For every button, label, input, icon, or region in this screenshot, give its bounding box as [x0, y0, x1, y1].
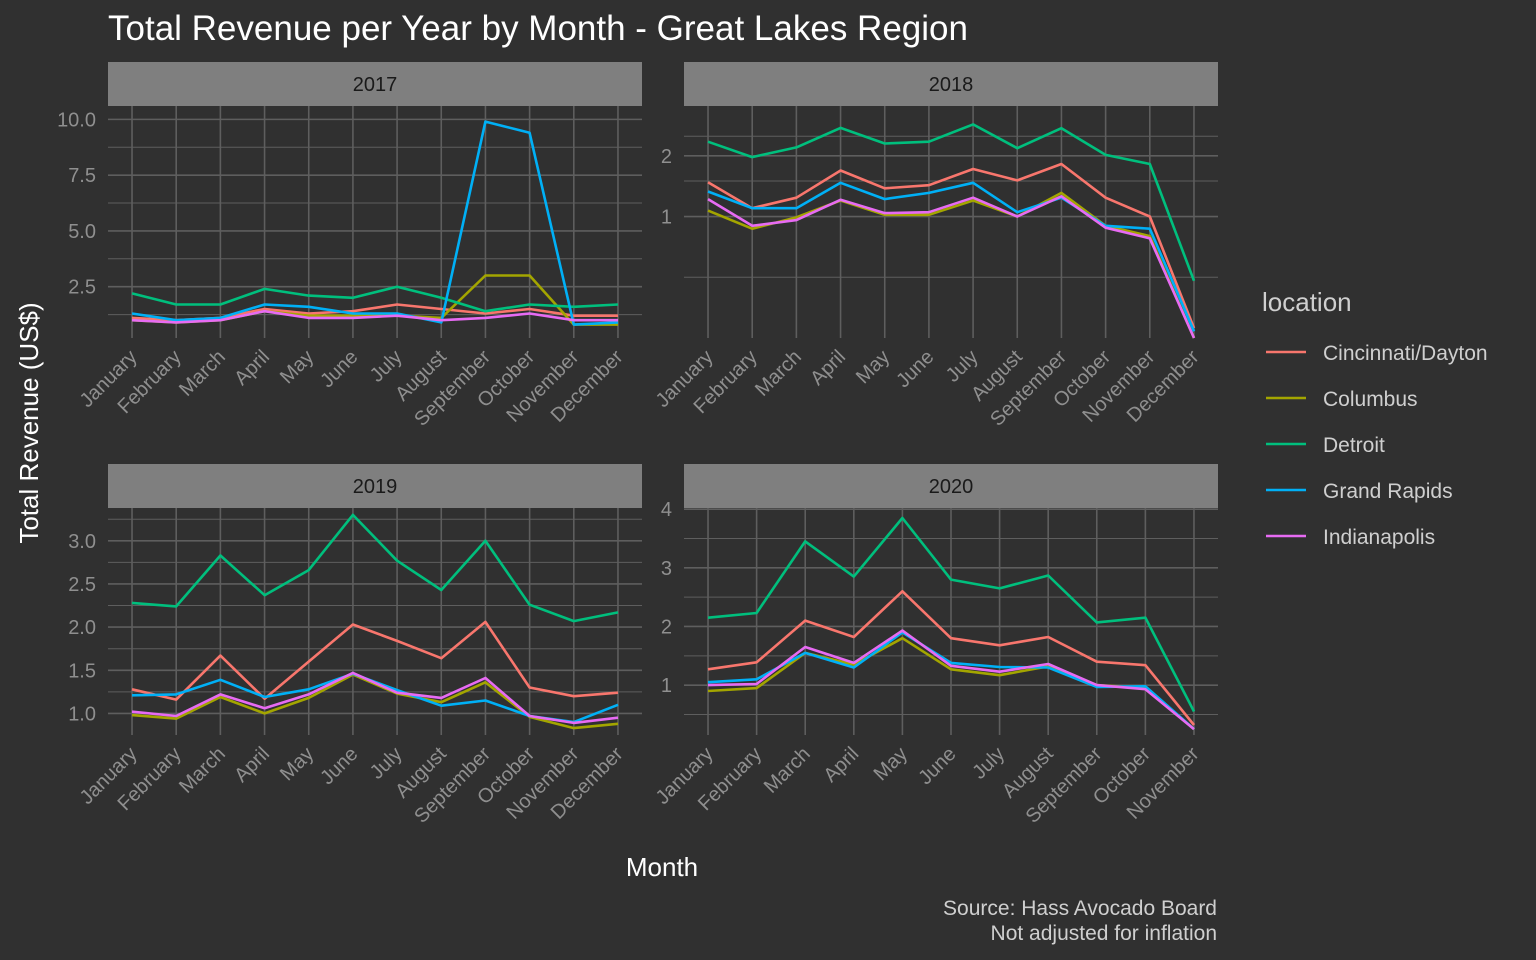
- y-tick-label: 5.0: [68, 221, 96, 243]
- y-tick-label: 2.0: [68, 617, 96, 639]
- y-tick-label: 4: [661, 499, 672, 521]
- y-tick-label: 10.0: [57, 109, 96, 131]
- series-line-grand-rapids: [707, 181, 1196, 332]
- y-tick-label: 2: [661, 616, 672, 638]
- caption-source: Source: Hass Avocado Board: [943, 897, 1217, 920]
- legend-title: location: [1262, 287, 1352, 317]
- facet-label: 2019: [353, 476, 398, 498]
- x-tick-label: April: [806, 346, 850, 390]
- legend-entry-label: Indianapolis: [1323, 526, 1435, 549]
- series-line-detroit: [131, 513, 619, 623]
- x-tick-label: April: [819, 743, 863, 787]
- x-tick-label: March: [760, 743, 815, 798]
- y-axis-label: Total Revenue (US$): [14, 302, 44, 543]
- x-tick-label: March: [175, 743, 230, 798]
- y-tick-label: 1.5: [68, 660, 96, 682]
- series-line-indianapolis: [707, 629, 1195, 731]
- facet-label: 2020: [929, 476, 974, 498]
- facet-label: 2018: [929, 74, 974, 96]
- series-line-cincinnati-dayton: [707, 589, 1196, 726]
- x-tick-label: May: [852, 346, 894, 388]
- y-tick-label: 2: [661, 146, 672, 168]
- x-tick-label: June: [892, 346, 938, 392]
- y-tick-label: 1: [661, 207, 672, 229]
- y-tick-label: 2.5: [68, 574, 96, 596]
- y-tick-label: 3: [661, 558, 672, 580]
- x-tick-label: May: [276, 346, 318, 388]
- facet-strip: [108, 62, 642, 106]
- x-tick-label: May: [870, 743, 912, 785]
- x-tick-label: July: [968, 743, 1009, 784]
- x-tick-label: June: [316, 743, 362, 789]
- series-line-detroit: [707, 516, 1196, 713]
- caption-inflation-note: Not adjusted for inflation: [991, 922, 1217, 945]
- y-tick-label: 2.5: [68, 277, 96, 299]
- x-tick-label: April: [230, 743, 274, 787]
- x-tick-label: June: [316, 346, 362, 392]
- y-tick-label: 3.0: [68, 531, 96, 553]
- series-line-indianapolis: [131, 309, 618, 324]
- series-line-detroit: [707, 123, 1196, 282]
- facet-strip: [684, 62, 1218, 106]
- facet-strip: [684, 464, 1218, 508]
- series-line-indianapolis: [131, 671, 619, 725]
- legend-entry-label: Detroit: [1323, 434, 1385, 457]
- series-line-cincinnati-dayton: [131, 620, 619, 701]
- y-tick-label: 1.0: [68, 703, 96, 725]
- x-tick-label: April: [230, 346, 274, 390]
- facet-strip: [108, 464, 642, 508]
- series-line-grand-rapids: [131, 120, 619, 326]
- series-line-detroit: [131, 285, 619, 313]
- legend: location Cincinnati/Dayton Columbus Detroi…: [1262, 287, 1488, 549]
- y-tick-label: 1: [661, 675, 672, 697]
- series-line-cincinnati-dayton: [707, 162, 1196, 329]
- series-line-indianapolis: [707, 195, 1196, 339]
- x-tick-label: March: [751, 346, 806, 401]
- facet-label: 2017: [353, 74, 398, 96]
- x-axis-label: Month: [626, 852, 698, 882]
- legend-entry-label: Cincinnati/Dayton: [1323, 342, 1488, 365]
- x-tick-label: May: [276, 743, 318, 785]
- series-line-grand-rapids: [131, 672, 619, 724]
- legend-entry-label: Grand Rapids: [1323, 480, 1453, 503]
- series-line-columbus: [707, 191, 1196, 339]
- legend-entry-label: Columbus: [1323, 388, 1418, 411]
- chart-title: Total Revenue per Year by Month - Great …: [108, 9, 968, 48]
- y-tick-label: 7.5: [68, 165, 96, 187]
- x-tick-label: June: [914, 743, 960, 789]
- x-tick-label: March: [175, 346, 230, 401]
